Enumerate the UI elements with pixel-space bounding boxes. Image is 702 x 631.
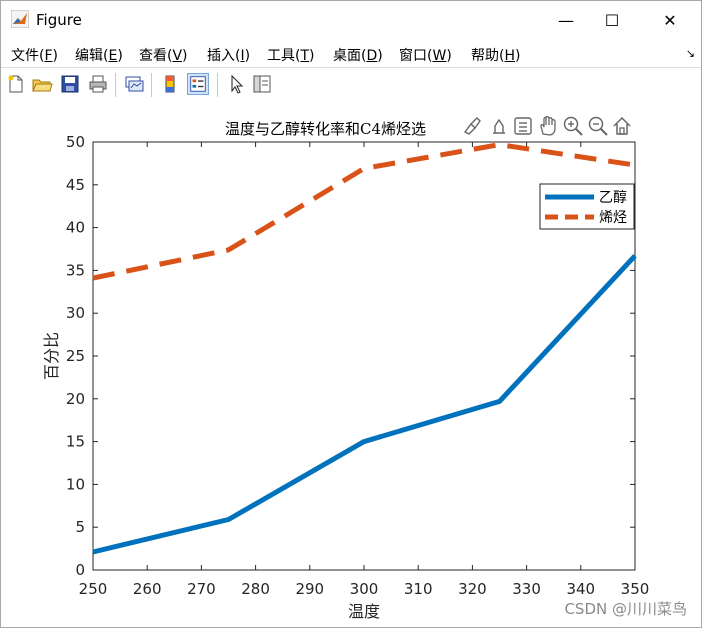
- x-tick-label: 320: [458, 580, 487, 598]
- toolbar-separator: [151, 73, 152, 97]
- y-tick-label: 5: [75, 518, 85, 536]
- figure-canvas: 250 260 270 280 290 300 310 320 330 340 350 0 5 10 15 2…: [1, 102, 701, 627]
- home-icon[interactable]: [613, 116, 631, 135]
- y-tick-label: 10: [66, 475, 85, 493]
- menu-file[interactable]: 文件(F): [11, 48, 58, 64]
- y-tick-label: 20: [66, 390, 85, 408]
- chart-title: 温度与乙醇转化率和C4烯烃选: [225, 120, 426, 138]
- x-tick-label: 280: [241, 580, 270, 598]
- y-tick-label: 40: [66, 219, 85, 237]
- y-tick-label: 45: [66, 176, 85, 194]
- y-tick-label: 0: [75, 561, 85, 579]
- line-chart: 250 260 270 280 290 300 310 320 330 340 350 0 5 10 15 2…: [42, 116, 650, 621]
- y-axis-label: 百分比: [42, 332, 61, 380]
- watermark: CSDN @川川菜鸟: [564, 600, 687, 618]
- y-tick-label: 35: [66, 261, 85, 279]
- series-line-olefin: [92, 142, 636, 281]
- figure-toolbar: [1, 67, 701, 103]
- new-file-icon[interactable]: [5, 73, 27, 95]
- x-tick-label: 250: [79, 580, 108, 598]
- axes-toolbar: [463, 116, 631, 136]
- toolbar-separator: [217, 73, 218, 97]
- print-icon[interactable]: [87, 73, 109, 95]
- brush-icon[interactable]: [463, 117, 481, 135]
- pan-icon[interactable]: [540, 116, 556, 136]
- menu-help[interactable]: 帮助(H): [471, 48, 521, 64]
- menu-insert[interactable]: 插入(I): [207, 48, 251, 64]
- close-button[interactable]: ✕: [663, 10, 677, 30]
- x-tick-label: 350: [621, 580, 650, 598]
- zoom-out-icon[interactable]: [588, 116, 608, 136]
- toolbar-separator: [115, 73, 116, 97]
- matlab-logo-icon: [11, 10, 29, 28]
- menu-tools[interactable]: 工具(T): [267, 48, 315, 64]
- dock-arrow-icon[interactable]: ↘: [685, 47, 695, 60]
- save-icon[interactable]: [59, 73, 81, 95]
- maximize-button[interactable]: ☐: [604, 10, 620, 30]
- menu-view[interactable]: 查看(V): [139, 48, 188, 64]
- menu-edit[interactable]: 编辑(E): [75, 48, 123, 64]
- menu-window[interactable]: 窗口(W): [399, 48, 452, 64]
- open-folder-icon[interactable]: [31, 73, 53, 95]
- pointer-icon[interactable]: [225, 73, 247, 95]
- x-tick-label: 340: [566, 580, 595, 598]
- minimize-button[interactable]: —: [558, 10, 574, 30]
- y-tick-label: 30: [66, 304, 85, 322]
- y-tick-label: 25: [66, 347, 85, 365]
- x-tick-label: 260: [133, 580, 162, 598]
- x-axis-label: 温度: [348, 602, 380, 621]
- x-tick-label: 310: [404, 580, 433, 598]
- title-bar: Figure — ☐ ✕: [1, 1, 701, 39]
- legend-box[interactable]: [539, 183, 635, 230]
- x-tick-label: 270: [187, 580, 216, 598]
- menu-desktop[interactable]: 桌面(D): [333, 48, 383, 64]
- window-title: Figure: [36, 11, 82, 29]
- x-tick-label: 330: [512, 580, 541, 598]
- menu-bar: 文件(F) 编辑(E) 查看(V) 插入(I) 工具(T) 桌面(D) 窗口(W…: [1, 39, 701, 67]
- property-inspector-icon[interactable]: [251, 73, 273, 95]
- link-plot-icon[interactable]: [123, 73, 145, 95]
- legend-icon[interactable]: [187, 73, 209, 95]
- y-tick-label: 50: [66, 133, 85, 151]
- series-line-ethanol: [92, 254, 637, 555]
- data-tips-icon[interactable]: [493, 118, 505, 134]
- x-tick-label: 300: [350, 580, 379, 598]
- legend-label: 烯烃: [599, 210, 627, 226]
- restore-view-icon[interactable]: [514, 117, 532, 135]
- y-tick-label: 15: [66, 433, 85, 451]
- zoom-in-icon[interactable]: [563, 116, 583, 136]
- legend-label: 乙醇: [599, 189, 627, 206]
- colorbar-icon[interactable]: [159, 73, 181, 95]
- x-tick-label: 290: [295, 580, 324, 598]
